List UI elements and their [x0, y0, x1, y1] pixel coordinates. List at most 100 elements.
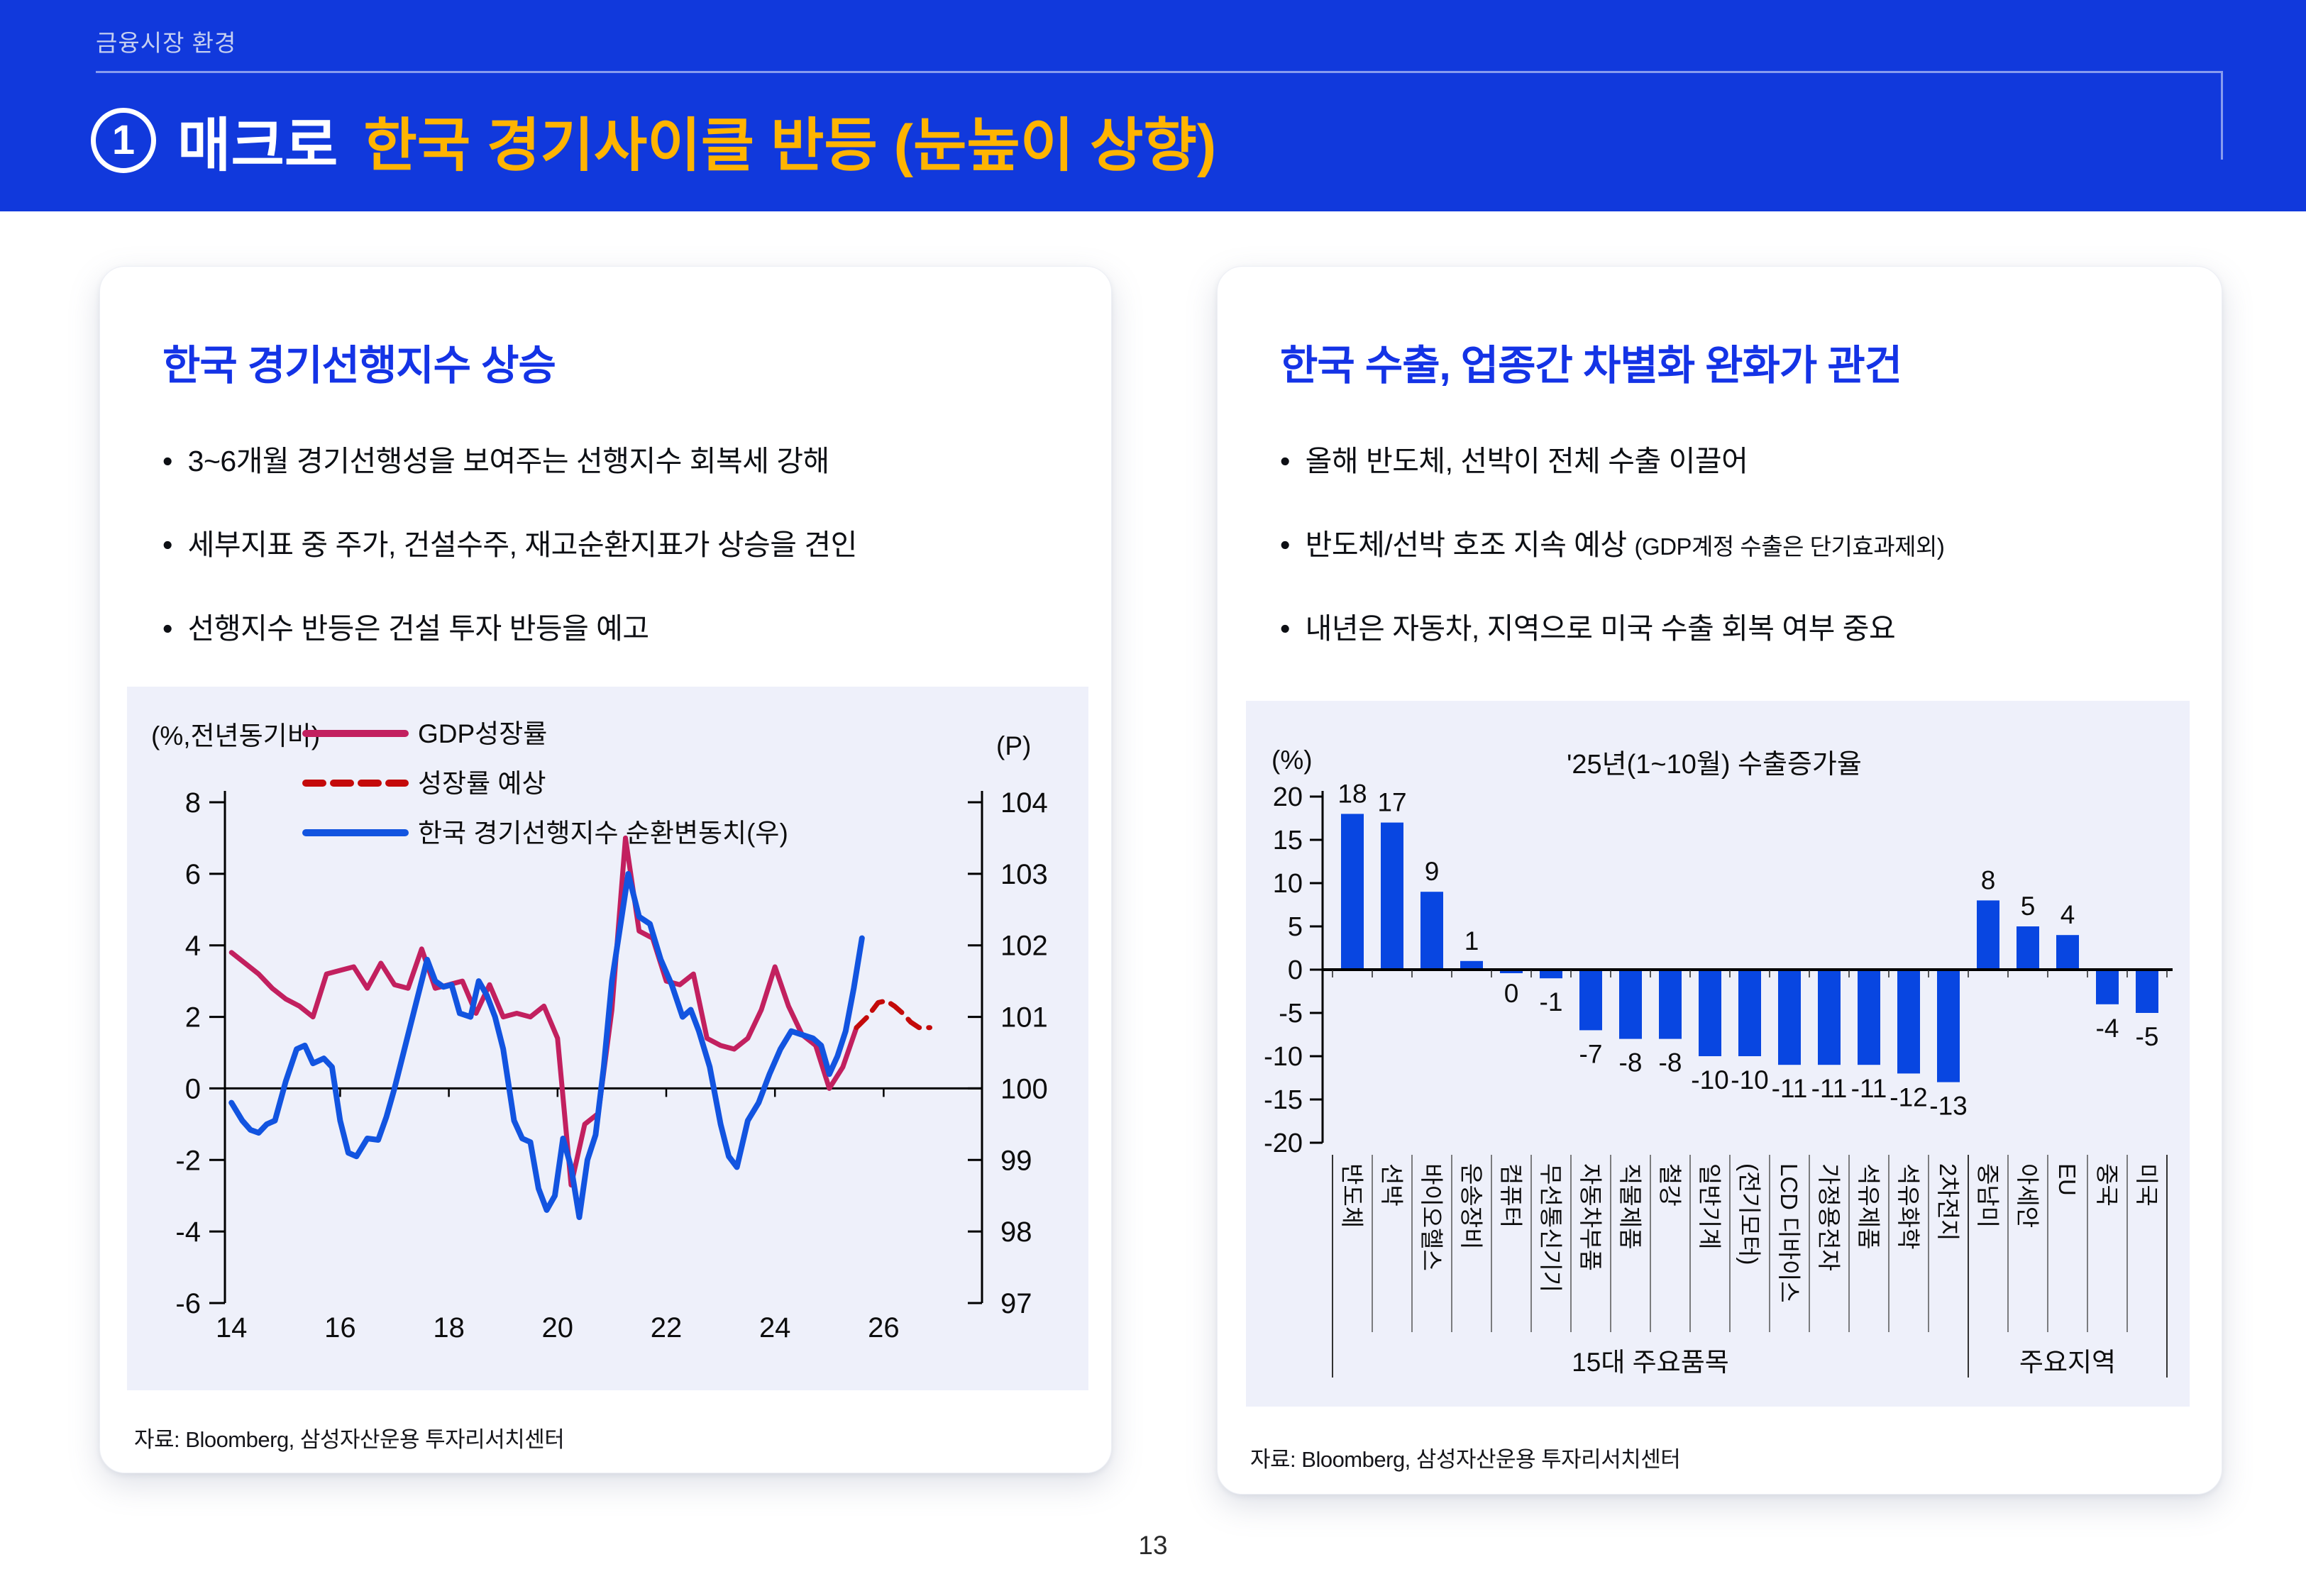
svg-text:석유화학: 석유화학: [1895, 1163, 1921, 1249]
svg-text:8: 8: [185, 787, 201, 819]
svg-text:-13: -13: [1929, 1092, 1967, 1121]
svg-text:5: 5: [2021, 892, 2036, 921]
svg-text:2: 2: [185, 1002, 201, 1033]
svg-text:(%,전년동기비): (%,전년동기비): [151, 721, 320, 750]
right-card-title: 한국 수출, 업종간 차별화 완화가 관건: [1280, 343, 1902, 389]
left-source-note: 자료: Bloomberg, 삼성자산운용 투자리서치센터: [134, 1427, 565, 1452]
svg-text:-20: -20: [1264, 1129, 1303, 1158]
svg-text:-11: -11: [1851, 1074, 1887, 1103]
header-band: 금융시장 환경 1 매크로 한국 경기사이클 반등 (눈높이 상향): [0, 0, 2306, 211]
header-rule: [96, 71, 2223, 160]
svg-text:-5: -5: [1279, 999, 1303, 1029]
left-card: 한국 경기선행지수 상승 3~6개월 경기선행성을 보여주는 선행지수 회복세 …: [99, 266, 1112, 1473]
bullet-item: 세부지표 중 주가, 건설수주, 재고순환지표가 상승을 견인: [162, 521, 1111, 563]
svg-text:LCD 디바이스: LCD 디바이스: [1776, 1163, 1802, 1303]
svg-text:15대 주요품목: 15대 주요품목: [1572, 1348, 1729, 1377]
title-prefix: 매크로: [177, 113, 338, 178]
svg-text:'25년(1~10월) 수출증가율: '25년(1~10월) 수출증가율: [1567, 750, 1862, 780]
svg-text:(%): (%): [1271, 746, 1313, 775]
svg-text:24: 24: [759, 1312, 791, 1343]
svg-text:아세안: 아세안: [2014, 1163, 2041, 1228]
svg-text:자동차부품: 자동차부품: [1577, 1163, 1604, 1271]
bullet-item: 내년은 자동차, 지역으로 미국 수출 회복 여부 중요: [1280, 604, 2222, 647]
svg-text:(P): (P): [996, 731, 1031, 760]
svg-text:중국: 중국: [2094, 1163, 2120, 1207]
svg-text:102: 102: [1000, 931, 1048, 962]
left-card-title: 한국 경기선행지수 상승: [162, 343, 556, 389]
right-card: 한국 수출, 업종간 차별화 완화가 관건 올해 반도체, 선박이 전체 수출 …: [1217, 266, 2222, 1495]
svg-text:-10: -10: [1264, 1042, 1303, 1072]
svg-text:8: 8: [1981, 865, 1996, 894]
svg-text:석유제품: 석유제품: [1855, 1163, 1882, 1249]
svg-text:18: 18: [1337, 779, 1367, 808]
leading-index-chart-panel: (%,전년동기비) (P) GDP성장률 성장률 예상 한국 경기선행지수 순환변동치(…: [127, 687, 1088, 1390]
svg-text:4: 4: [2060, 900, 2075, 929]
svg-text:-5: -5: [2136, 1022, 2159, 1051]
svg-text:15: 15: [1273, 826, 1303, 855]
svg-text:철강: 철강: [1657, 1163, 1683, 1207]
svg-text:2차전지: 2차전지: [1935, 1163, 1961, 1241]
breadcrumb: 금융시장 환경: [96, 30, 237, 56]
svg-text:6: 6: [185, 859, 201, 890]
svg-text:17: 17: [1377, 788, 1406, 817]
svg-text:운송장비: 운송장비: [1458, 1163, 1484, 1249]
svg-text:바이오헬스: 바이오헬스: [1418, 1163, 1445, 1271]
svg-text:-1: -1: [1540, 987, 1563, 1016]
svg-text:-8: -8: [1619, 1048, 1643, 1077]
export-growth-chart-panel: (%) '25년(1~10월) 수출증가율 20 15 10 5 0 -5 -10 -15 -20 1…: [1246, 701, 2190, 1407]
svg-text:26: 26: [868, 1312, 900, 1343]
svg-text:-2: -2: [175, 1145, 201, 1176]
svg-text:104: 104: [1000, 787, 1048, 819]
bullet-item: 올해 반도체, 선박이 전체 수출 이끌어: [1280, 437, 2222, 480]
svg-text:98: 98: [1000, 1217, 1032, 1248]
svg-text:일반기계: 일반기계: [1697, 1163, 1723, 1249]
svg-text:9: 9: [1425, 857, 1440, 886]
right-bullet-list: 올해 반도체, 선박이 전체 수출 이끌어 반도체/선박 호조 지속 예상 (G…: [1280, 437, 2222, 647]
svg-text:4: 4: [185, 931, 201, 962]
svg-text:주요지역: 주요지역: [2019, 1348, 2116, 1377]
svg-text:100: 100: [1000, 1073, 1048, 1104]
svg-text:성장률 예상: 성장률 예상: [418, 769, 546, 798]
svg-text:가정용전자: 가정용전자: [1816, 1163, 1842, 1271]
svg-text:20: 20: [1273, 782, 1303, 812]
title-highlight: 한국 경기사이클 반등 (눈높이 상향): [363, 113, 1217, 178]
svg-text:99: 99: [1000, 1145, 1032, 1176]
left-bullet-list: 3~6개월 경기선행성을 보여주는 선행지수 회복세 강해 세부지표 중 주가,…: [162, 437, 1111, 647]
svg-text:0: 0: [1504, 979, 1519, 1008]
bullet-item: 반도체/선박 호조 지속 예상 (GDP계정 수출은 단기효과제외): [1280, 521, 2222, 563]
svg-text:97: 97: [1000, 1288, 1032, 1319]
svg-text:선박: 선박: [1379, 1163, 1405, 1207]
svg-text:GDP성장률: GDP성장률: [418, 719, 547, 748]
bullet-item: 선행지수 반등은 건설 투자 반등을 예고: [162, 604, 1111, 647]
svg-text:중남미: 중남미: [1975, 1163, 2001, 1228]
svg-text:14: 14: [216, 1312, 248, 1343]
svg-text:-11: -11: [1811, 1074, 1848, 1103]
svg-text:-12: -12: [1890, 1082, 1927, 1112]
svg-text:10: 10: [1273, 869, 1303, 899]
svg-text:-6: -6: [175, 1288, 201, 1319]
svg-text:22: 22: [651, 1312, 683, 1343]
svg-text:-11: -11: [1772, 1074, 1808, 1103]
svg-text:-7: -7: [1579, 1039, 1603, 1068]
svg-text:-15: -15: [1264, 1085, 1303, 1115]
svg-text:컴퓨터: 컴퓨터: [1498, 1163, 1524, 1228]
svg-text:-4: -4: [2096, 1014, 2119, 1043]
svg-text:1: 1: [1464, 926, 1479, 955]
svg-text:-10: -10: [1731, 1065, 1768, 1095]
svg-text:(전기모터): (전기모터): [1736, 1163, 1762, 1265]
page-number: 13: [1138, 1531, 1168, 1560]
svg-text:직물제품: 직물제품: [1617, 1163, 1643, 1249]
svg-text:18: 18: [433, 1312, 465, 1343]
svg-text:0: 0: [185, 1073, 201, 1104]
page-title: 1 매크로 한국 경기사이클 반등 (눈높이 상향): [91, 98, 1216, 182]
svg-text:-4: -4: [175, 1217, 201, 1248]
svg-text:16: 16: [324, 1312, 356, 1343]
export-growth-bar-chart: (%) '25년(1~10월) 수출증가율 20 15 10 5 0 -5 -10 -15 -20 1…: [1264, 746, 2173, 1378]
right-source-note: 자료: Bloomberg, 삼성자산운용 투자리서치센터: [1250, 1447, 1681, 1472]
svg-text:103: 103: [1000, 859, 1048, 890]
svg-text:101: 101: [1000, 1002, 1048, 1033]
svg-text:미국: 미국: [2134, 1163, 2160, 1207]
svg-text:-10: -10: [1691, 1065, 1728, 1095]
